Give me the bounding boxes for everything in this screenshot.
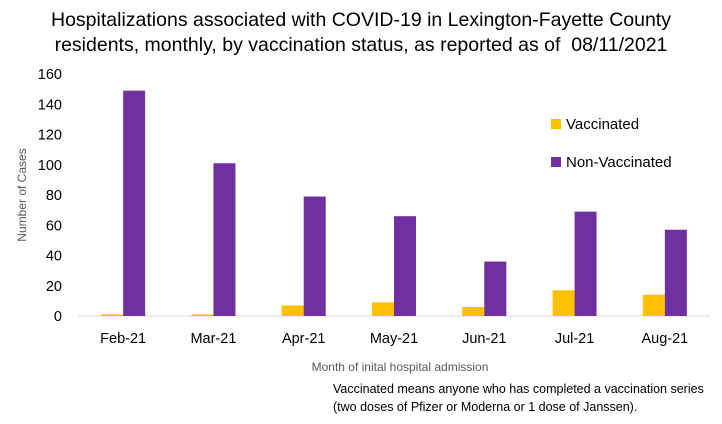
bar-vaccinated (101, 314, 124, 316)
bar-non-vaccinated (484, 261, 507, 316)
y-axis-ticks: 0 20 40 60 80 100 120 140 160 (38, 67, 62, 325)
chart-title-line-1: Hospitalizations associated with COVID-1… (51, 9, 671, 31)
y-tick-label: 60 (46, 218, 62, 234)
y-tick-label: 100 (38, 158, 62, 174)
legend-label: Non-Vaccinated (566, 154, 672, 171)
bar-vaccinated (552, 290, 575, 316)
x-axis-ticks: Feb-21 Mar-21 Apr-21 May-21 Jun-21 Jul-21 Aug-… (100, 331, 688, 347)
legend: Vaccinated Non-Vaccinated (551, 116, 672, 171)
chart-title: Hospitalizations associated with COVID-1… (0, 8, 722, 58)
x-tick-label: Aug-21 (641, 331, 688, 347)
x-axis-label: Month of inital hospital admission (312, 360, 489, 374)
bar-non-vaccinated (664, 229, 687, 316)
x-tick-label: Mar-21 (190, 331, 236, 347)
bar-vaccinated (372, 302, 394, 316)
y-tick-label: 80 (46, 188, 62, 204)
legend-label: Vaccinated (566, 116, 639, 133)
bar-non-vaccinated (213, 163, 236, 316)
chart-title-line-2: residents, monthly, by vaccination statu… (54, 34, 668, 56)
bar-vaccinated (642, 294, 665, 316)
y-axis-label: Number of Cases (15, 148, 29, 241)
bar-vaccinated (462, 306, 485, 316)
note-line-1: Vaccinated means anyone who has complete… (333, 382, 704, 396)
y-tick-label: 120 (38, 128, 62, 144)
legend-swatch (551, 157, 561, 167)
bar-non-vaccinated (394, 216, 416, 316)
vaccination-note: Vaccinated means anyone who has complete… (333, 380, 704, 416)
bar-vaccinated (191, 314, 214, 316)
y-tick-label: 40 (46, 249, 62, 265)
bar-non-vaccinated (123, 90, 146, 316)
bar-non-vaccinated (574, 211, 597, 316)
x-tick-label: May-21 (370, 331, 418, 347)
y-tick-label: 140 (38, 97, 62, 113)
bars (101, 90, 687, 316)
bar-vaccinated (281, 305, 304, 316)
x-tick-label: Apr-21 (282, 331, 326, 347)
x-tick-label: Jun-21 (462, 331, 506, 347)
bar-non-vaccinated (303, 196, 326, 316)
y-tick-label: 0 (54, 309, 62, 325)
x-tick-label: Jul-21 (555, 331, 595, 347)
y-tick-label: 20 (46, 279, 62, 295)
legend-swatch (551, 119, 561, 129)
x-tick-label: Feb-21 (100, 331, 146, 347)
note-line-2: (two doses of Pfizer or Moderna or 1 dos… (333, 400, 638, 414)
y-tick-label: 160 (38, 67, 62, 83)
